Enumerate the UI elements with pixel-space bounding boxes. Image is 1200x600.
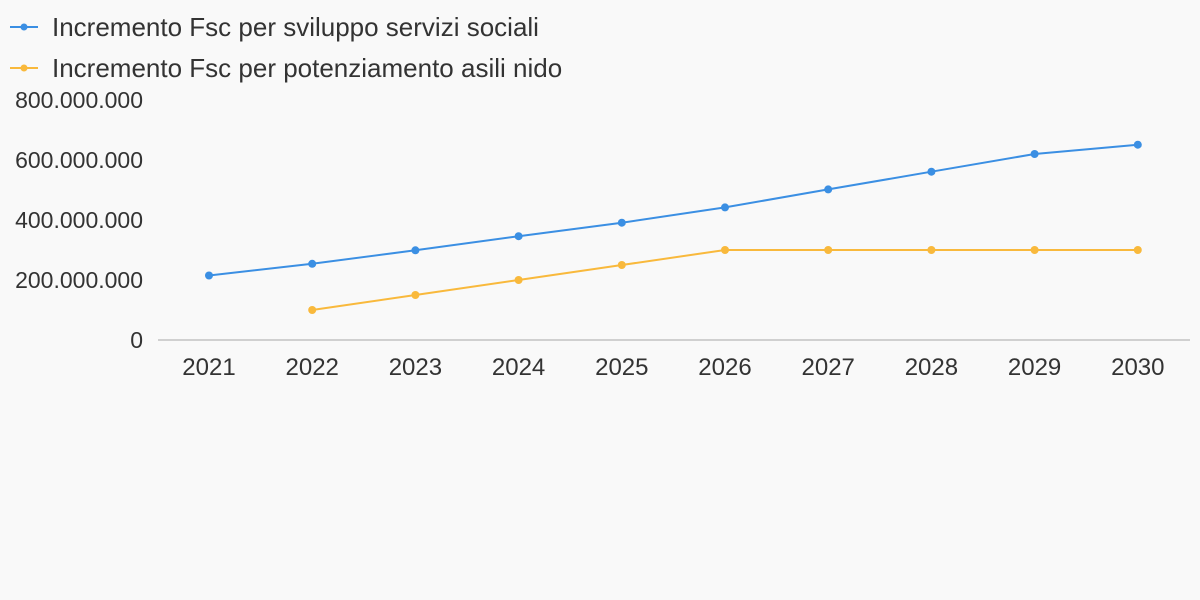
x-tick-label: 2030 (1111, 354, 1164, 381)
x-tick-label: 2024 (492, 354, 545, 381)
data-point (927, 246, 936, 254)
x-axis: 2021 2022 2023 2024 2025 2026 2027 2028 2029 2030 (158, 339, 1190, 381)
data-point (308, 259, 317, 268)
y-tick-label: 0 (130, 327, 143, 353)
legend-item-2: Incremento Fsc per potenziamento asili n… (10, 53, 562, 83)
x-tick-label: 2029 (1008, 354, 1061, 381)
data-point (1133, 246, 1142, 254)
legend: Incremento Fsc per sviluppo servizi soci… (10, 12, 562, 83)
data-point (1133, 140, 1142, 149)
series-1 (205, 140, 1142, 280)
y-tick-label: 800.000.000 (15, 87, 143, 113)
legend-item-1: Incremento Fsc per sviluppo servizi soci… (10, 12, 539, 42)
data-point (514, 276, 523, 284)
x-tick-label: 2025 (595, 354, 648, 381)
legend-label: Incremento Fsc per potenziamento asili n… (52, 53, 562, 83)
series-line (208, 143, 1138, 277)
y-tick-label: 400.000.000 (15, 207, 143, 233)
y-tick-label: 600.000.000 (15, 147, 143, 173)
x-tick-label: 2023 (389, 354, 442, 381)
series-line (312, 249, 1138, 311)
data-point (617, 261, 626, 269)
data-point (721, 203, 729, 212)
x-tick-label: 2027 (802, 354, 855, 381)
data-point (411, 246, 420, 255)
y-tick-label: 200.000.000 (15, 267, 143, 293)
x-tick-label: 2026 (698, 354, 751, 381)
data-point (308, 306, 317, 314)
data-point (617, 218, 626, 227)
data-point (721, 246, 729, 254)
legend-marker (20, 64, 28, 72)
data-point (824, 246, 833, 254)
data-point (411, 291, 420, 299)
y-axis: 0 200.000.000 400.000.000 600.000.000 800.00… (15, 87, 143, 353)
legend-label: Incremento Fsc per sviluppo servizi soci… (52, 12, 539, 42)
data-point (927, 167, 936, 176)
data-point (205, 271, 213, 280)
x-tick-label: 2021 (182, 354, 235, 381)
series-2 (308, 246, 1142, 314)
data-point (824, 185, 833, 194)
x-tick-label: 2022 (286, 354, 339, 381)
data-point (1030, 150, 1039, 158)
data-point (514, 232, 523, 241)
data-point (1030, 246, 1039, 254)
legend-marker (20, 23, 28, 31)
series-layer (205, 140, 1142, 314)
x-tick-label: 2028 (905, 354, 958, 381)
